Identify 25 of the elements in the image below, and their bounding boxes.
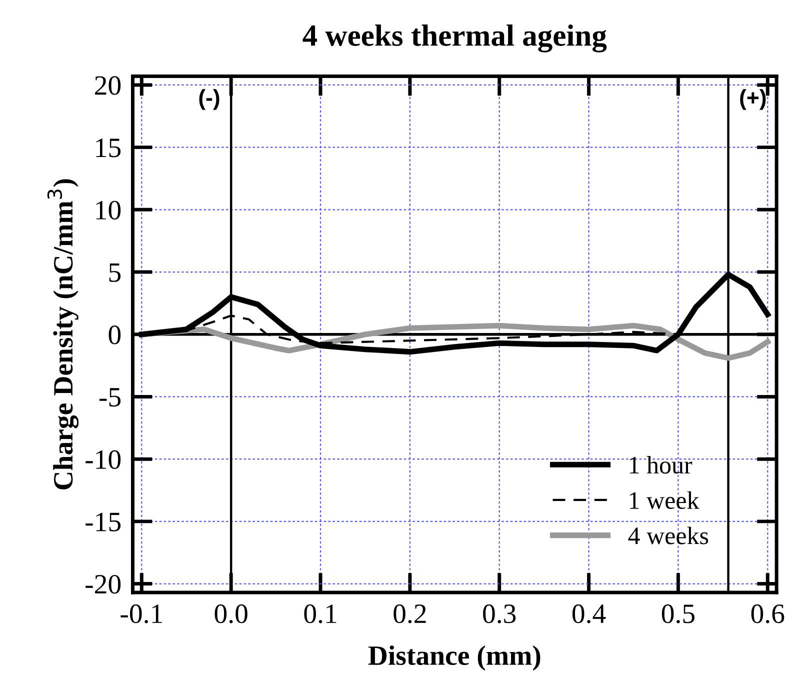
ref-line-label: (-) [199,89,220,110]
x-tick-label: 0.0 [214,604,248,624]
x-tick-label: 0.5 [662,604,694,624]
legend-label: 1 week [630,491,700,509]
x-tick-label: -0.1 [120,604,162,624]
y-tick-label: 5 [109,263,121,282]
y-tick-label: 10 [96,200,121,220]
y-tick-label: -10 [86,450,121,469]
y-axis-title: Charge Density (nC/mm$^{3}$) [47,179,79,490]
y-tick-label: -15 [86,512,121,532]
y-tick-label: 0 [108,326,121,344]
x-tick-label: 0.4 [572,604,606,624]
ref-line-label: (+) [740,89,766,110]
x-tick-label: 0.3 [483,604,516,624]
x-tick-label: 0.1 [304,604,336,624]
x-tick-label: 0.2 [394,604,426,624]
y-tick-label: 20 [95,76,121,95]
legend-label: 1 hour [630,456,692,474]
x-tick-label: 0.6 [751,604,784,624]
y-tick-label: -20 [86,574,121,594]
y-tick-label: 15 [96,138,121,158]
legend-label: 4 weeks [628,526,708,544]
y-tick-label: -5 [100,388,121,407]
x-axis-title: Distance (mm) [368,645,540,671]
chart-title: 4 weeks thermal ageing [302,24,607,52]
